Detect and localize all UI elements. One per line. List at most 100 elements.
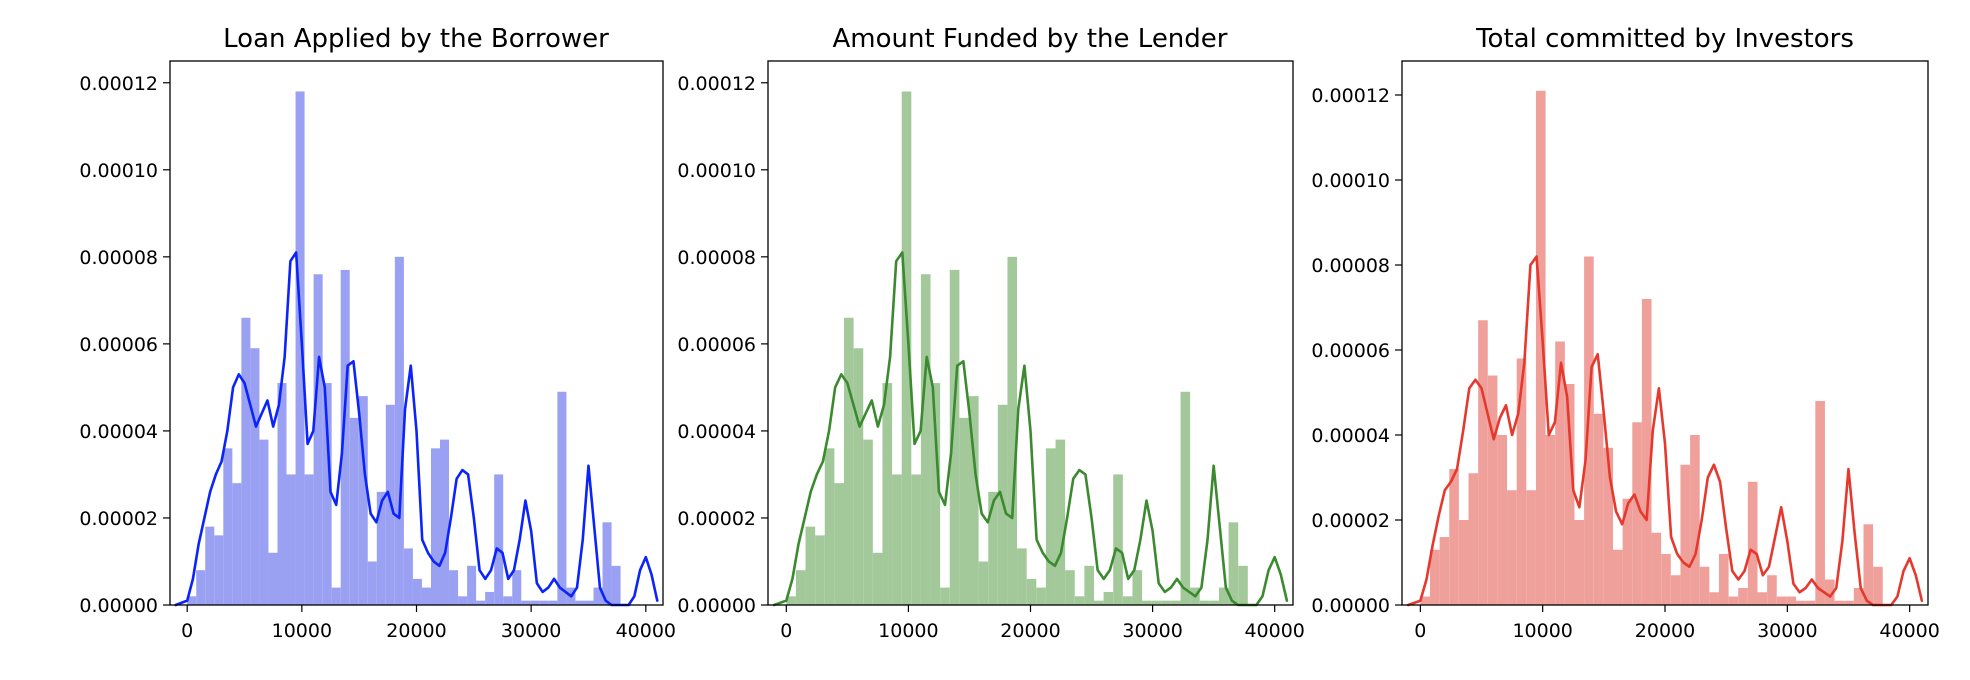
- histogram-bar: [1728, 596, 1739, 605]
- y-tick-label: 0.00000: [79, 595, 158, 617]
- y-tick-label: 0.00010: [79, 160, 158, 182]
- histogram-bar: [512, 570, 522, 605]
- histogram-bar: [349, 417, 359, 605]
- histogram-bar: [440, 439, 450, 605]
- histogram-bar: [901, 91, 912, 605]
- kde-line: [1406, 255, 1924, 607]
- histogram-bar: [403, 548, 413, 605]
- histogram-bar: [1661, 554, 1671, 605]
- histogram-bar: [1170, 600, 1181, 605]
- histogram-bar: [978, 561, 989, 605]
- histogram-bar: [304, 474, 314, 605]
- histogram-bar: [394, 256, 404, 605]
- y-tick-label: 0.00004: [1311, 425, 1390, 447]
- y-tick-label: 0.00008: [79, 247, 158, 269]
- histogram-bar: [1699, 566, 1710, 605]
- histogram-bar: [1824, 579, 1835, 605]
- histogram-bar: [1180, 391, 1191, 605]
- x-tick-label: 30000: [1757, 620, 1817, 642]
- histogram-bar: [911, 474, 921, 605]
- histogram-bar: [1026, 578, 1037, 605]
- histogram-bar: [376, 491, 386, 605]
- histogram-bar: [241, 317, 251, 605]
- histogram-bar: [1593, 413, 1604, 605]
- x-tick-label: 40000: [1879, 620, 1939, 642]
- histogram-bar: [277, 383, 287, 605]
- histogram-bar: [815, 535, 825, 605]
- histogram-bar: [1161, 600, 1171, 605]
- histogram-bar: [1449, 469, 1459, 605]
- histogram-bars: [786, 91, 1248, 605]
- histogram-bar: [1439, 537, 1450, 605]
- histogram-bar: [930, 383, 941, 605]
- histogram-bar: [1805, 600, 1816, 605]
- x-tick-label: 10000: [1512, 620, 1572, 642]
- histogram-bar: [1468, 473, 1479, 605]
- histogram-bar: [1017, 548, 1027, 605]
- histogram-bar: [1613, 549, 1623, 605]
- histogram-bar: [412, 578, 422, 605]
- histogram-bar: [584, 600, 594, 605]
- histogram-bar: [322, 383, 332, 605]
- y-tick-label: 0.00004: [677, 421, 756, 443]
- x-tick-label: 40000: [1244, 620, 1304, 642]
- histogram-bar: [882, 383, 893, 605]
- histogram-bar: [530, 600, 540, 605]
- histogram-bar: [187, 596, 197, 605]
- histogram-bar: [494, 474, 504, 605]
- histogram-bar: [358, 396, 368, 605]
- histogram-bar: [940, 587, 950, 605]
- y-tick-label: 0.00012: [79, 73, 158, 95]
- histogram-bar: [367, 561, 377, 605]
- histogram-bar: [1526, 490, 1536, 605]
- x-tick-label: 0: [1414, 620, 1426, 642]
- histogram-bar: [824, 448, 835, 605]
- y-tick-label: 0.00006: [1311, 340, 1390, 362]
- histogram-bar: [214, 535, 224, 605]
- y-tick-label: 0.00006: [677, 334, 756, 356]
- histogram-bar: [834, 483, 844, 605]
- histogram-bar: [1084, 565, 1094, 605]
- histogram-bar: [805, 526, 816, 605]
- histogram-bar: [959, 417, 969, 605]
- histogram-bar: [467, 565, 477, 605]
- histogram-bar: [421, 587, 431, 605]
- histogram-bar: [949, 269, 960, 605]
- histogram-bar: [1622, 498, 1633, 605]
- histogram-bar: [1516, 358, 1527, 605]
- subplot-total-committed: Total committed by Investors 0 10000 20000…: [1311, 24, 1939, 642]
- histogram-bar: [786, 596, 796, 605]
- histogram-bar: [1603, 447, 1614, 605]
- histogram-bar: [1651, 532, 1662, 605]
- histogram-bar: [1632, 422, 1642, 605]
- y-tick-label: 0.00006: [79, 334, 158, 356]
- histogram-bar: [503, 596, 513, 605]
- histogram-bar: [1680, 464, 1691, 605]
- x-tick-label: 0: [181, 620, 193, 642]
- histogram-bar: [1641, 299, 1652, 605]
- histogram-bar: [1507, 490, 1517, 605]
- histogram-bar: [1738, 588, 1748, 605]
- histogram-bar: [539, 600, 549, 605]
- histogram-bar: [259, 439, 269, 605]
- histogram-bar: [1429, 549, 1440, 605]
- histogram-bar: [1122, 596, 1133, 605]
- histogram-bar: [1007, 256, 1018, 605]
- chart-title: Amount Funded by the Lender: [833, 24, 1228, 54]
- histogram-bar: [863, 439, 873, 605]
- histogram-bar: [1478, 320, 1488, 605]
- histogram-bar: [476, 600, 486, 605]
- histogram-bar: [1228, 522, 1239, 605]
- histogram-bar: [1873, 566, 1883, 605]
- histogram-bar: [250, 348, 260, 605]
- histogram-bar: [1786, 596, 1797, 605]
- histogram-bar: [969, 396, 979, 605]
- histogram-bar: [1065, 570, 1075, 605]
- y-tick-label: 0.00000: [677, 595, 756, 617]
- histogram-bar: [844, 317, 854, 605]
- histogram-bar: [521, 600, 531, 605]
- x-tick-label: 40000: [616, 620, 676, 642]
- histogram-bar: [1555, 341, 1565, 605]
- histogram-bar: [232, 483, 242, 605]
